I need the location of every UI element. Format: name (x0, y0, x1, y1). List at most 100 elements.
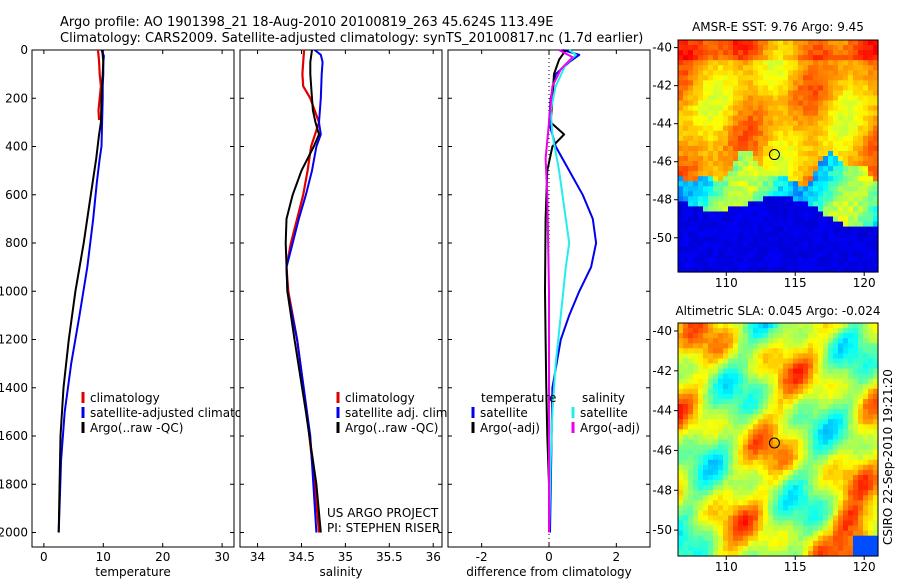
map-cell (788, 95, 794, 102)
map-ytick-label: -46 (652, 443, 672, 457)
map-cell (788, 424, 794, 430)
map-cell (828, 206, 834, 212)
map-cell (743, 540, 749, 547)
map-cell (803, 363, 809, 370)
map-cell (753, 399, 759, 405)
map-cell (738, 449, 744, 456)
map-cell (713, 328, 719, 334)
map-cell (798, 55, 804, 61)
map-cell (868, 353, 874, 360)
map-cell (858, 323, 864, 329)
map-cell (753, 50, 759, 56)
legend-label: climatology (345, 391, 415, 405)
map-cell (768, 145, 774, 152)
map-cell (793, 60, 799, 66)
map-cell (748, 373, 754, 380)
map-cell (848, 540, 854, 547)
figure-title-line2: Climatology: CARS2009. Satellite-adjuste… (60, 31, 643, 46)
map-cell (838, 510, 844, 517)
map-cell (733, 550, 739, 557)
map-cell (788, 236, 794, 243)
map-cell (723, 206, 729, 212)
map-cell (773, 505, 779, 511)
map-cell (713, 485, 719, 491)
map-cell (823, 333, 829, 339)
map-cell (678, 464, 684, 471)
map-cell (823, 449, 829, 456)
map-cell (738, 323, 744, 329)
map-cell (813, 505, 819, 511)
map-cell (828, 80, 834, 86)
map-cell (728, 343, 734, 349)
map-cell (708, 171, 714, 177)
map-cell (793, 363, 799, 370)
map-cell (758, 216, 764, 223)
map-cell (838, 378, 844, 385)
map-cell (713, 535, 719, 542)
map-cell (868, 343, 874, 349)
map-cell (778, 353, 784, 360)
map-cell (713, 469, 719, 476)
map-cell (813, 251, 819, 258)
map-cell (818, 368, 824, 375)
map-cell (743, 388, 749, 395)
map-cell (693, 236, 699, 243)
map-cell (683, 439, 689, 446)
map-cell (843, 454, 849, 461)
map-cell (688, 393, 694, 400)
map-cell (753, 45, 759, 51)
map-cell (728, 530, 734, 537)
map-cell (723, 449, 729, 456)
map-cell (803, 120, 809, 127)
map-cell (793, 475, 799, 481)
map-cell (813, 267, 819, 273)
map-cell (828, 196, 834, 202)
map-cell (693, 424, 699, 430)
map-cell (778, 363, 784, 370)
map-cell (703, 120, 709, 127)
map-cell (703, 469, 709, 476)
map-cell (818, 540, 824, 547)
map-cell (798, 540, 804, 547)
map-cell (693, 267, 699, 273)
map-cell (858, 328, 864, 334)
map-cell (743, 241, 749, 248)
map-cell (758, 525, 764, 532)
map-cell (803, 520, 809, 527)
map-cell (753, 424, 759, 430)
map-cell (753, 65, 759, 71)
map-cell (748, 216, 754, 223)
map-cell (828, 95, 834, 102)
map-cell (848, 525, 854, 532)
map-cell (793, 388, 799, 395)
depth-tick-label: 0 (20, 43, 28, 57)
map-cell (848, 171, 854, 177)
map-cell (848, 261, 854, 268)
map-cell (778, 45, 784, 51)
map-cell (778, 85, 784, 91)
map-cell (703, 480, 709, 486)
map-cell (778, 373, 784, 380)
map-cell (773, 90, 779, 96)
map-cell (703, 500, 709, 506)
map-cell (733, 151, 739, 157)
map-cell (848, 469, 854, 476)
map-cell (748, 500, 754, 506)
map-cell (828, 323, 834, 329)
map-cell (803, 399, 809, 405)
map-cell (768, 530, 774, 537)
map-cell (793, 241, 799, 248)
map-cell (758, 251, 764, 258)
map-cell (768, 378, 774, 385)
map-cell (793, 130, 799, 137)
map-cell (828, 216, 834, 223)
map-cell (848, 343, 854, 349)
map-cell (863, 256, 869, 263)
map-cell (808, 50, 814, 56)
map-cell (688, 55, 694, 61)
map-cell (853, 368, 859, 375)
map-cell (678, 485, 684, 491)
map-cell (778, 490, 784, 496)
map-cell (723, 444, 729, 451)
map-cell (803, 90, 809, 96)
